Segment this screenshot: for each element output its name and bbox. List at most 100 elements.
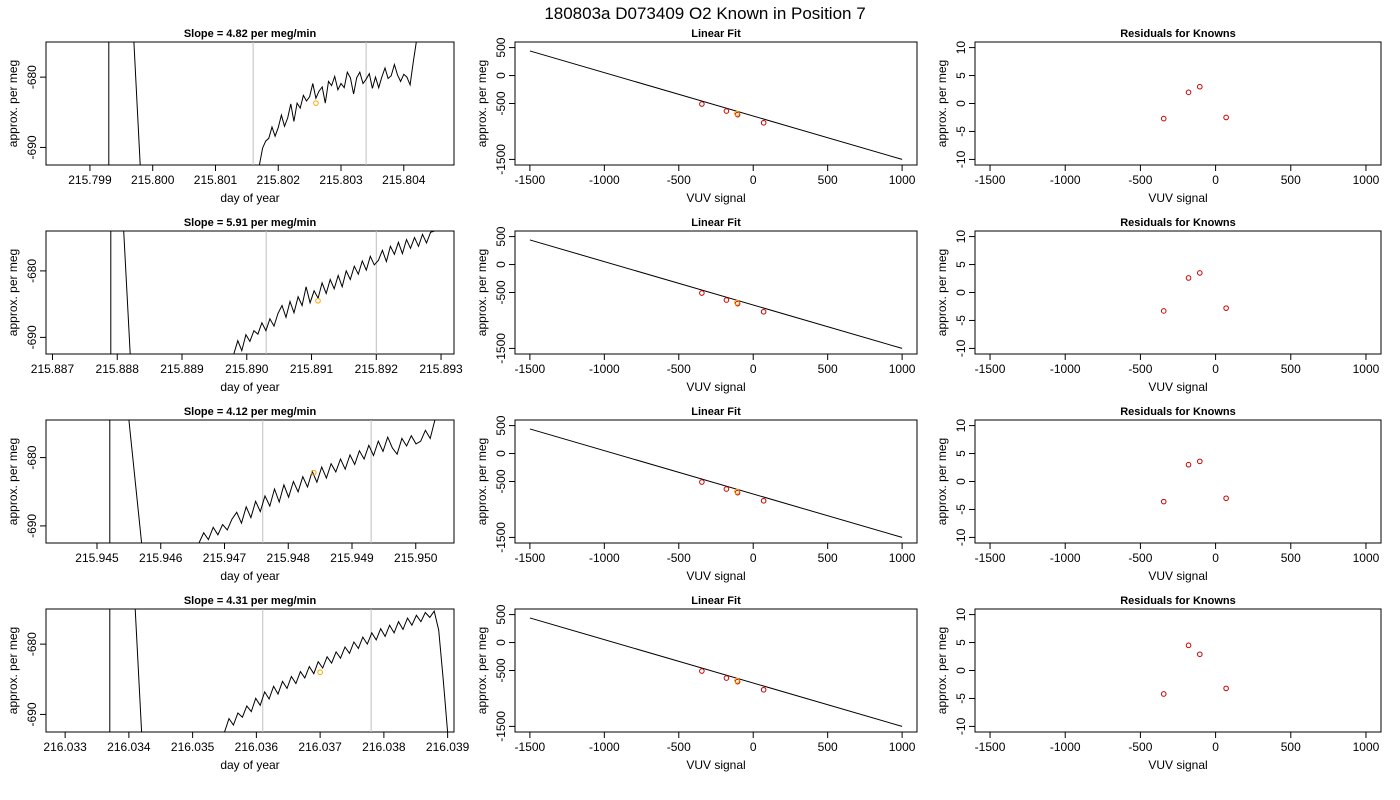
x-tick-label: -500 [667,740,691,754]
y-tick-label: -10 [954,150,968,168]
y-tick-label: -10 [954,528,968,546]
panel-title: Linear Fit [691,406,741,418]
x-tick-label: 1000 [889,173,916,187]
residual-point [1197,651,1203,658]
x-tick-label: 1000 [1353,551,1380,565]
panel-title: Residuals for Knowns [1120,406,1236,418]
plot-area [529,617,903,727]
x-tick-label: -1000 [1050,173,1081,187]
y-axis-label: approx. per meg [935,438,949,525]
panel-title: Linear Fit [691,28,741,40]
y-tick-label: 0 [494,450,508,457]
known-standard-point [760,686,767,693]
x-tick-label: 0 [1212,551,1219,565]
known-standard-point [723,675,730,681]
x-axis-label: VUV signal [1148,191,1207,205]
x-axis-label: day of year [220,191,279,205]
y-axis-label: approx. per meg [475,249,489,336]
x-tick-label: 215.887 [31,362,75,376]
panel-title: Slope = 4.12 per meg/min [184,406,317,418]
x-tick-label: 216.036 [235,740,279,754]
y-tick-label: -680 [25,259,39,283]
plot-area [108,42,417,165]
sample-point [315,298,321,304]
residual-point [1223,685,1229,692]
x-tick-label: 215.945 [75,551,119,565]
plot-area [1160,83,1229,122]
switch-spike-line [108,42,141,165]
x-tick-label: -1000 [1050,740,1081,754]
y-axis-label: approx. per meg [935,627,949,714]
x-tick-label: 500 [818,362,838,376]
plot-frame [974,41,1382,166]
x-tick-label: 215.893 [419,362,463,376]
panel-title: Slope = 4.31 per meg/min [184,595,317,607]
y-tick-label: 5 [954,450,968,457]
panel-row1-residuals: Residuals for Knowns -1500 -1000 -500 0 500 10… [935,28,1382,205]
y-tick-label: -1500 [494,333,508,364]
x-tick-label: 215.892 [355,362,399,376]
plot-area [529,50,903,160]
x-tick-label: -1000 [589,740,620,754]
x-tick-label: 216.039 [426,740,470,754]
x-tick-label: -1000 [1050,551,1081,565]
x-tick-label: 216.034 [107,740,151,754]
residual-point [1197,270,1203,276]
plot-frame [974,608,1382,733]
y-tick-label: 10 [954,41,968,55]
panel-row3-trace: Slope = 4.12 per meg/min 215.945 215.946 21… [6,406,455,583]
x-tick-label: -1000 [589,362,620,376]
x-tick-label: 0 [750,740,757,754]
x-axis-label: VUV signal [686,758,745,772]
x-tick-label: -500 [667,551,691,565]
panel-title: Slope = 5.91 per meg/min [184,217,317,229]
known-standard-point [723,297,730,303]
sample-point [734,110,740,117]
fit-line [529,428,903,538]
x-tick-label: 215.946 [139,551,183,565]
x-tick-label: 1000 [889,551,916,565]
x-tick-label: 0 [750,362,757,376]
y-tick-label: -10 [954,339,968,357]
panel-row1-trace: Slope = 4.82 per meg/min 215.799 215.800 21… [6,28,455,205]
residual-point [1197,458,1203,465]
residual-point [1160,115,1167,122]
plot-frame [974,230,1382,355]
switch-spike-line [110,231,131,354]
x-tick-label: -1500 [975,362,1006,376]
x-tick-label: 500 [818,551,838,565]
known-standard-point [723,486,730,492]
panel-row2-residuals: Residuals for Knowns -1500 -1000 -500 0 500 10… [935,217,1382,394]
panel-row2-trace: Slope = 5.91 per meg/min 215.887 215.888 21… [6,217,463,394]
y-tick-label: -500 [494,280,508,304]
y-tick-label: -680 [25,632,39,656]
y-tick-label: -690 [25,702,39,726]
x-tick-label: 215.799 [68,173,112,187]
x-tick-label: -1500 [975,740,1006,754]
x-tick-label: 1000 [1353,362,1380,376]
x-tick-label: -1000 [589,551,620,565]
x-tick-label: 0 [750,551,757,565]
y-tick-label: -680 [25,445,39,469]
residual-point [1223,114,1229,121]
switch-spike-line [109,420,143,543]
x-tick-label: -1000 [589,173,620,187]
x-tick-label: 215.947 [203,551,247,565]
y-tick-label: 500 [494,37,508,57]
y-tick-label: 500 [494,604,508,624]
y-tick-label: 0 [954,100,968,107]
y-tick-label: -690 [25,135,39,159]
residual-point [1160,308,1167,314]
x-tick-label: -1500 [515,740,546,754]
x-axis-label: VUV signal [686,191,745,205]
sample-point [310,469,317,476]
y-tick-label: -5 [954,693,968,704]
x-axis-label: VUV signal [1148,380,1207,394]
x-axis-label: day of year [220,758,279,772]
x-tick-label: 500 [1281,551,1301,565]
fit-line [529,50,903,160]
y-tick-label: -690 [25,325,39,349]
panel-row3-fit: Linear Fit -1500 -1000 -500 0 500 1000 500 0 -500… [475,406,918,583]
y-tick-label: -5 [954,504,968,515]
y-tick-label: -5 [954,126,968,137]
